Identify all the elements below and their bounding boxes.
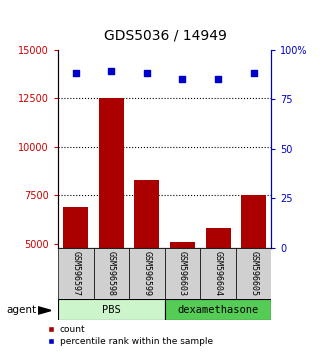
Bar: [165, 248, 200, 299]
Legend: count, percentile rank within the sample: count, percentile rank within the sample: [44, 321, 216, 349]
Text: GSM596604: GSM596604: [213, 251, 222, 296]
Point: [73, 70, 78, 76]
Bar: [134, 180, 159, 341]
Bar: [129, 248, 165, 299]
Text: GDS5036 / 14949: GDS5036 / 14949: [104, 28, 227, 42]
Text: PBS: PBS: [102, 305, 121, 315]
Text: GSM596598: GSM596598: [107, 251, 116, 296]
Point: [109, 69, 114, 74]
Text: dexamethasone: dexamethasone: [177, 305, 259, 315]
Text: GSM596605: GSM596605: [249, 251, 258, 296]
Bar: [99, 98, 124, 341]
Text: agent: agent: [7, 306, 37, 315]
Bar: [58, 248, 93, 299]
Bar: [241, 195, 266, 341]
Point: [180, 76, 185, 82]
Bar: [236, 248, 271, 299]
Point: [144, 70, 150, 76]
Bar: [165, 299, 271, 320]
Point: [215, 76, 221, 82]
Text: GSM596599: GSM596599: [142, 251, 151, 296]
Bar: [200, 248, 236, 299]
Bar: [63, 207, 88, 341]
Bar: [93, 248, 129, 299]
Bar: [58, 299, 165, 320]
Text: GSM596597: GSM596597: [71, 251, 80, 296]
Polygon shape: [38, 307, 51, 314]
Bar: [170, 242, 195, 341]
Point: [251, 70, 256, 76]
Text: GSM596603: GSM596603: [178, 251, 187, 296]
Bar: [206, 228, 230, 341]
